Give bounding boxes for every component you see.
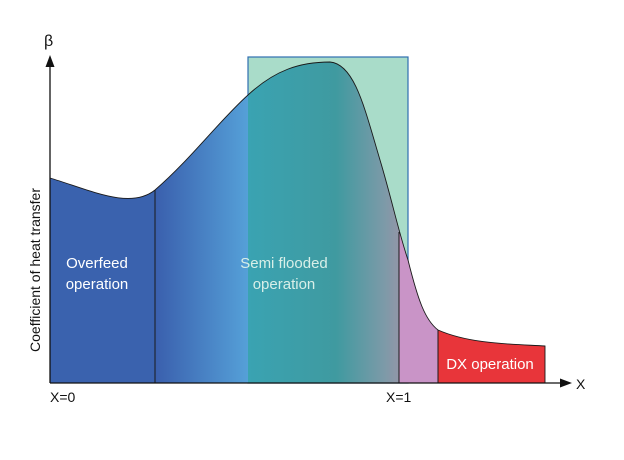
y-axis-arrow-icon xyxy=(45,55,55,67)
y-axis-title: Coefficient of heat transfer xyxy=(27,188,43,352)
dx-label: DX operation xyxy=(446,356,534,373)
overfeed-label-line1: Overfeed xyxy=(66,255,128,272)
semi-flooded-label-line2: operation xyxy=(253,276,316,293)
dx-region xyxy=(438,62,545,383)
y-axis-symbol: β xyxy=(44,33,53,50)
x-tick-left: X=0 xyxy=(50,389,76,405)
heat-transfer-curve xyxy=(49,61,546,383)
x-tick-right: X=1 xyxy=(386,389,412,405)
transition-region xyxy=(155,62,248,383)
overfeed-label-line2: operation xyxy=(66,276,129,293)
semi-flooded-label-line1: Semi flooded xyxy=(240,255,328,272)
x-axis-arrow-icon xyxy=(560,378,572,388)
overfeed-region xyxy=(50,62,155,383)
x-axis-symbol: X xyxy=(576,376,586,392)
